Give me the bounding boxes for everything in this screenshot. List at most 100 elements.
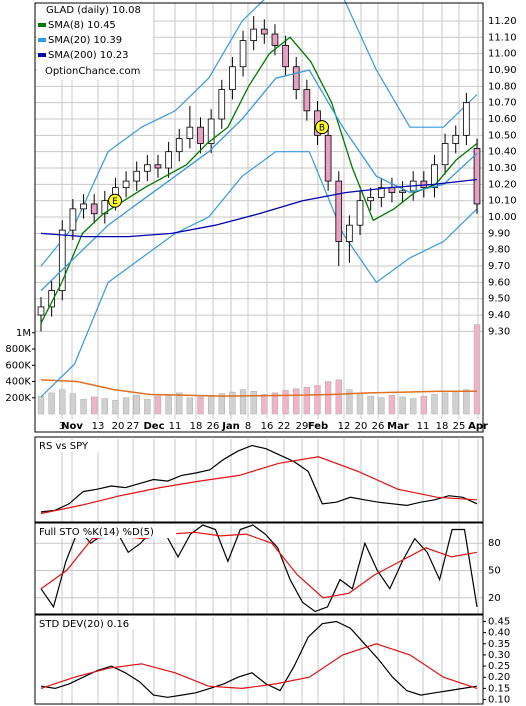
x-tick-label: 3 xyxy=(59,421,65,432)
volume-bar xyxy=(101,398,108,415)
candle-body xyxy=(186,126,194,140)
y-tick-label: 0.45 xyxy=(488,616,510,627)
candle-body xyxy=(324,134,332,182)
x-tick-label: Jan xyxy=(221,421,240,432)
sma-line xyxy=(40,69,478,292)
indicator-line xyxy=(40,643,478,690)
x-tick-label: 20 xyxy=(355,421,368,432)
volume-bar xyxy=(452,391,459,415)
panel-frame xyxy=(34,522,484,615)
candle-body xyxy=(346,224,353,242)
y-tick-label: 9.40 xyxy=(488,310,510,321)
x-tick-label: 16 xyxy=(261,421,274,432)
volume-bar xyxy=(388,395,396,415)
x-tick-label: Dec xyxy=(143,421,164,432)
x-tick-label: 26 xyxy=(372,421,385,432)
y-tick-label: 9.50 xyxy=(488,294,510,305)
panel-title-box xyxy=(36,618,146,630)
volume-bar xyxy=(229,391,236,415)
candle-body xyxy=(335,180,343,242)
x-tick-label: 25 xyxy=(453,421,466,432)
candle-body xyxy=(452,134,460,144)
volume-bar xyxy=(324,381,332,415)
y-tick-label: 11.00 xyxy=(488,49,517,60)
event-marker-label: E xyxy=(112,197,118,207)
volume-tick-label: 800K xyxy=(5,344,31,355)
candle-body xyxy=(90,203,98,215)
sma-line xyxy=(40,36,478,324)
candle-body xyxy=(441,143,449,166)
panel-frame xyxy=(34,436,484,523)
y-tick-label: 10.00 xyxy=(488,212,517,223)
candle-body xyxy=(260,28,268,35)
x-label-strip xyxy=(35,419,483,431)
chart-title: GLAD (daily) 10.08 xyxy=(46,5,141,16)
y-tick-label: 11.20 xyxy=(488,16,517,27)
candle-body xyxy=(388,187,396,193)
volume-bar xyxy=(133,395,140,415)
y-tick-label: 10.70 xyxy=(488,98,517,109)
candle-body xyxy=(37,306,45,316)
candle-body xyxy=(101,200,109,215)
volume-average xyxy=(40,379,477,397)
candle-body xyxy=(122,180,130,189)
x-tick-label: Mar xyxy=(387,421,409,432)
volume-bar xyxy=(186,397,194,415)
x-tick-label: 29 xyxy=(296,421,309,432)
candle-body xyxy=(197,126,204,144)
legend-swatch xyxy=(38,53,46,57)
volume-tick-label: 1M xyxy=(16,328,31,339)
x-tick-label: 27 xyxy=(127,421,140,432)
volume-bar xyxy=(335,379,342,415)
panel-title-box xyxy=(36,440,102,452)
event-marker-label: B xyxy=(319,124,325,134)
y-tick-label: 0.15 xyxy=(488,683,510,694)
indicator-line xyxy=(40,531,478,599)
candle-body xyxy=(175,138,183,153)
y-tick-label: 10.10 xyxy=(488,196,517,207)
y-tick-label: 9.80 xyxy=(488,245,510,256)
volume-bar xyxy=(218,393,225,415)
volume-bar xyxy=(250,391,257,415)
volume-bar xyxy=(197,396,204,415)
candle-body xyxy=(229,66,236,90)
volume-bar xyxy=(346,389,353,415)
y-tick-label: 0.40 xyxy=(488,628,510,639)
volume-bar xyxy=(37,395,45,415)
candle-body xyxy=(431,164,438,189)
x-tick-label: 18 xyxy=(190,421,203,432)
candle-body xyxy=(239,40,247,68)
candle-body xyxy=(218,89,226,120)
lower-band xyxy=(40,151,478,398)
indicator-line xyxy=(40,444,478,513)
x-tick-label: 20 xyxy=(112,421,125,432)
candle-body xyxy=(58,229,66,291)
annotation: OptionChance.com xyxy=(45,66,140,77)
volume-bar xyxy=(144,399,151,415)
x-tick-label: 8 xyxy=(245,421,251,432)
volume-bar xyxy=(378,397,385,415)
volume-bar xyxy=(112,399,119,415)
y-tick-label: 50 xyxy=(488,566,501,577)
volume-bar xyxy=(399,396,406,415)
volume-bar xyxy=(165,394,172,415)
candle-body xyxy=(377,187,385,198)
candle-body xyxy=(303,89,311,112)
indicator-line xyxy=(40,456,478,515)
candle-body xyxy=(69,208,77,231)
volume-bar xyxy=(239,389,247,415)
y-tick-label: 10.20 xyxy=(488,179,517,190)
candle-body xyxy=(144,164,151,172)
x-tick-label: 13 xyxy=(92,421,105,432)
legend-swatch xyxy=(38,23,46,27)
volume-bar xyxy=(207,395,215,415)
x-tick-label: 11 xyxy=(169,421,182,432)
volume-bar xyxy=(410,398,417,415)
candle-body xyxy=(250,28,258,41)
x-tick-label: 26 xyxy=(207,421,220,432)
y-tick-label: 11.10 xyxy=(488,32,517,43)
y-tick-label: 9.60 xyxy=(488,277,510,288)
volume-bar xyxy=(80,399,87,415)
y-tick-label: 20 xyxy=(488,593,501,604)
